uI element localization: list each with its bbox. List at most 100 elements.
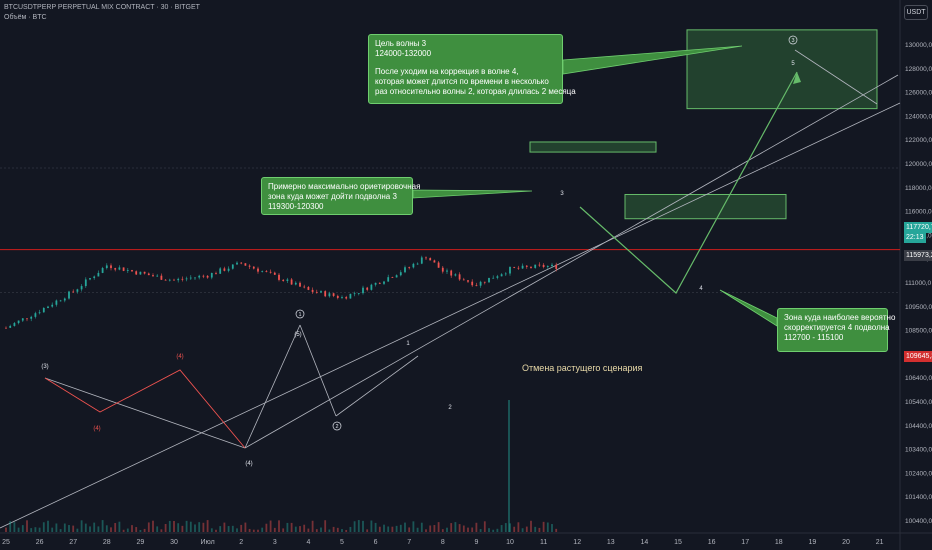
volume-bar: [530, 520, 532, 532]
x-tick-label: 21: [876, 539, 884, 546]
candle-body: [89, 278, 91, 280]
x-tick-label: 27: [69, 539, 77, 546]
volume-bar: [290, 522, 293, 532]
candle-body: [114, 268, 117, 270]
volume-bar: [143, 528, 146, 532]
wave-line: [335, 355, 419, 417]
volume-bar: [34, 527, 37, 532]
x-tick-label: 11: [540, 539, 547, 546]
candle-body: [345, 297, 348, 299]
volume-bar: [21, 525, 24, 532]
volume-bar: [521, 528, 524, 532]
wave-label: (3): [41, 364, 48, 370]
trend-line-upper: [244, 74, 899, 449]
candle-body: [139, 271, 142, 275]
volume-bar: [311, 520, 314, 532]
candle-body: [336, 295, 339, 298]
volume-bar: [555, 528, 558, 532]
volume-bar: [68, 525, 70, 532]
y-tick-label: 111000,0: [905, 280, 932, 287]
x-tick-label: 28: [103, 539, 111, 546]
candle-body: [341, 297, 343, 298]
x-tick-label: 30: [170, 539, 178, 546]
candle-body: [278, 274, 280, 280]
volume-bar: [525, 526, 528, 532]
x-tick-label: Июл: [200, 539, 214, 546]
candle-body: [68, 291, 70, 299]
candle-body: [391, 277, 394, 278]
x-tick-label: 9: [474, 539, 478, 546]
volume-bar: [517, 522, 520, 532]
subwave4-zone-note[interactable]: Зона куда наиболее вероятно скорректируе…: [777, 308, 895, 352]
volume-bar: [147, 522, 150, 532]
volume-bar: [55, 523, 58, 532]
y-tick-label: 100400,0: [905, 518, 932, 525]
volume-bar: [546, 522, 549, 532]
candle-body: [483, 281, 486, 283]
currency-button[interactable]: USDT: [904, 5, 928, 20]
volume-bar: [307, 528, 310, 532]
wave-circle: [332, 421, 342, 431]
volume-bar: [122, 529, 125, 532]
wave-circle-label: 2: [335, 424, 338, 430]
candle-body: [177, 278, 180, 281]
volume-bar: [210, 528, 213, 532]
candle-body: [227, 268, 230, 271]
candle-body: [446, 270, 448, 272]
wave-label: (4): [93, 426, 100, 432]
note-line: 119300-120300: [268, 202, 324, 211]
wave-circle-label: 1: [298, 312, 301, 318]
volume-bar: [341, 529, 343, 532]
volume-bar: [315, 529, 318, 532]
note-pointer: [562, 45, 743, 75]
candle-body: [408, 267, 411, 269]
candle-body: [500, 274, 503, 277]
trend-line-lower: [0, 102, 901, 529]
projected-path: [579, 71, 798, 294]
candle-body: [273, 272, 276, 275]
wave-label: 4: [699, 286, 703, 292]
circled-wave-marker: 2: [332, 421, 342, 431]
candle-body: [286, 279, 289, 281]
y-tick-label: 122000,0: [905, 137, 932, 144]
x-tick-label: 10: [506, 539, 514, 546]
volume-bar: [189, 521, 192, 532]
wave5-target-zone: [686, 29, 878, 110]
candle-body: [412, 263, 415, 268]
candle-body: [433, 260, 436, 263]
volume-bar: [412, 521, 415, 532]
candle-body: [488, 277, 490, 283]
volume-bar: [89, 526, 91, 532]
volume-bar: [345, 529, 348, 532]
wave-label: (5): [294, 332, 301, 338]
volume-bar: [269, 520, 272, 532]
candle-body: [80, 286, 83, 290]
candle-body: [126, 270, 129, 271]
note-line: Примерно максимально ориетировочная: [268, 182, 421, 191]
volume-bar: [80, 520, 83, 532]
volume-bar: [278, 520, 280, 532]
circled-wave-marker: 1: [295, 309, 305, 319]
volume-bar: [391, 526, 394, 532]
candle-body: [332, 293, 335, 296]
volume-bar: [534, 526, 537, 532]
note-line: которая может длится по времени в нескол…: [375, 77, 549, 86]
bar-timer-badge: 22:13: [904, 232, 926, 243]
candle-body: [257, 268, 259, 272]
volume-bar: [509, 523, 511, 532]
candle-body: [420, 257, 423, 264]
volume-bar: [496, 528, 499, 532]
volume-bar: [370, 520, 373, 532]
wave-circle: [788, 35, 798, 45]
candle-body: [223, 268, 226, 271]
candle-body: [21, 318, 24, 321]
candle-body: [63, 298, 66, 301]
x-tick-label: 3: [273, 539, 277, 546]
subwave3-zone-note[interactable]: Примерно максимально ориетировочная зона…: [261, 177, 421, 215]
volume-bar: [366, 529, 369, 532]
volume-bar: [72, 525, 75, 532]
volume-bar: [357, 520, 360, 532]
wave3-target-note[interactable]: Цель волны 3 124000-132000 После уходим …: [368, 34, 576, 104]
volume-bar: [202, 522, 205, 532]
candle-body: [475, 285, 478, 287]
